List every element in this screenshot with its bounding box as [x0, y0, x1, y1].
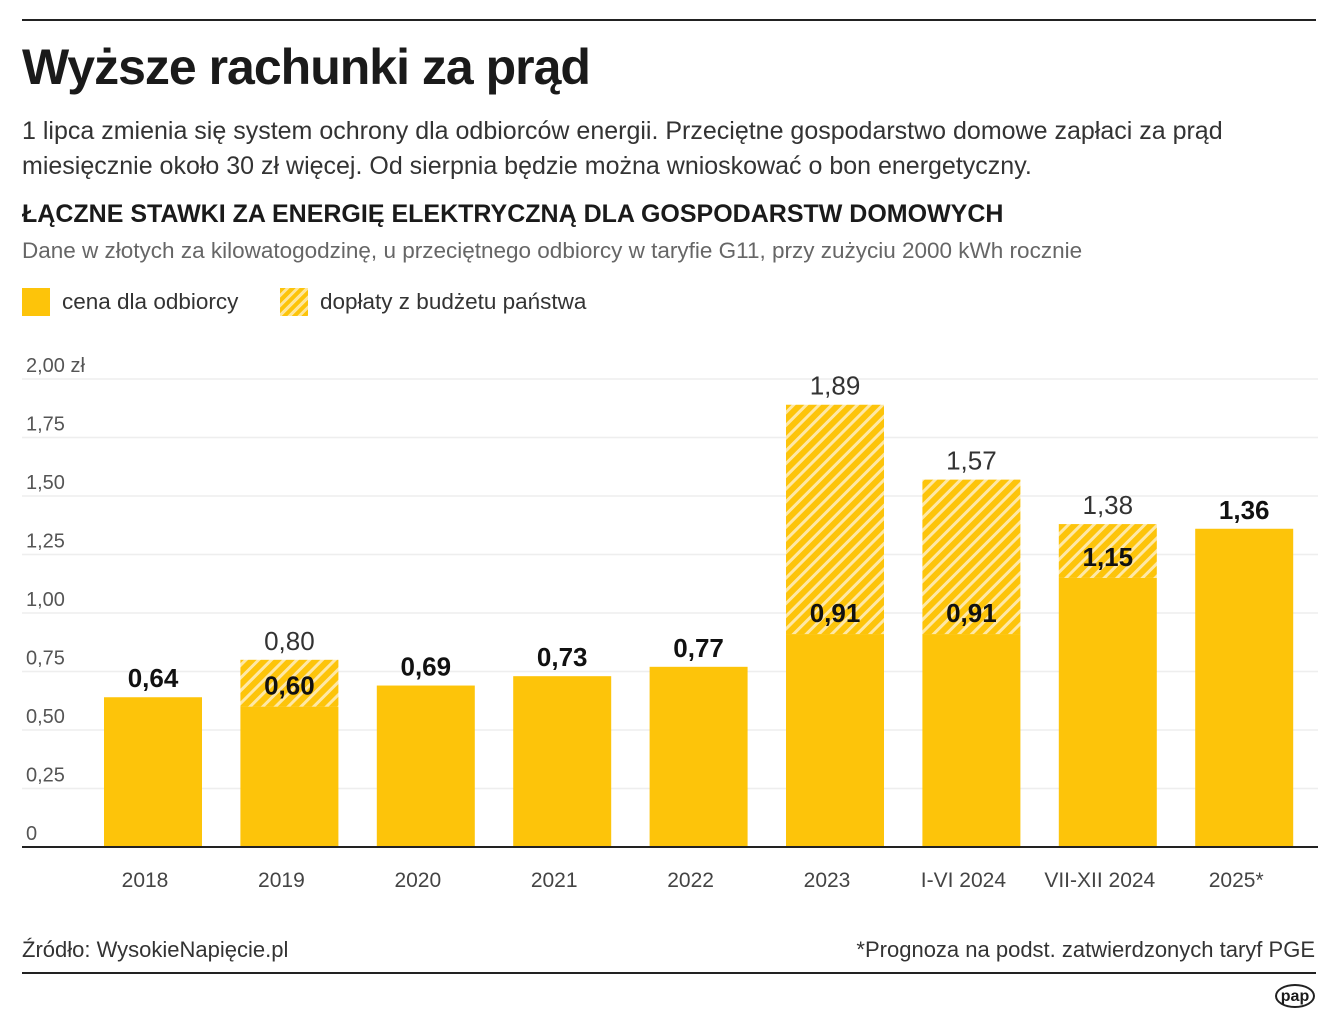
- total-label: 1,89: [810, 371, 861, 401]
- bar-subsidy: [240, 659, 339, 707]
- legend-swatch-solid: [22, 288, 50, 316]
- footnote: *Prognoza na podst. zatwierdzonych taryf…: [856, 937, 1315, 962]
- bar-price: [240, 706, 339, 847]
- bar-price: [376, 685, 475, 847]
- bar-subsidy: [922, 479, 1021, 635]
- top-rule: [22, 19, 1316, 21]
- bar-price: [649, 666, 748, 847]
- price-label: 0,73: [537, 642, 588, 672]
- bar-price: [513, 676, 612, 847]
- price-label: 0,64: [128, 663, 179, 693]
- price-label: 0,77: [673, 633, 724, 663]
- legend-swatch-hatched: [280, 288, 308, 316]
- price-label: 0,91: [946, 598, 997, 628]
- price-label: 1,15: [1082, 542, 1133, 572]
- y-tick-label: 0,25: [26, 765, 65, 787]
- lead-text: 1 lipca zmienia się system ochrony dla o…: [22, 117, 1223, 180]
- price-label: 1,36: [1219, 495, 1270, 525]
- y-tick-label: 1,50: [26, 472, 65, 494]
- x-tick-label: 2023: [804, 869, 851, 892]
- legend-item-price: cena dla odbiorcy: [22, 288, 238, 316]
- total-label: 1,57: [946, 446, 997, 476]
- bar-subsidy: [1058, 524, 1157, 578]
- legend-label: dopłaty z budżetu państwa: [320, 289, 587, 314]
- page-title: Wyższe rachunki za prąd: [22, 39, 591, 95]
- y-tick-label: 0: [26, 823, 37, 845]
- x-tick-label: 2020: [394, 869, 441, 892]
- chart-title: ŁĄCZNE STAWKI ZA ENERGIĘ ELEKTRYCZNĄ DLA…: [22, 200, 1004, 228]
- price-label: 0,69: [400, 652, 451, 682]
- x-tick-label: 2018: [122, 869, 169, 892]
- y-tick-label: 0,50: [26, 706, 65, 728]
- y-tick-label: 2,00 zł: [26, 355, 85, 377]
- total-label: 0,80: [264, 626, 315, 656]
- y-tick-label: 1,00: [26, 589, 65, 611]
- x-tick-label: 2019: [258, 869, 305, 892]
- y-tick-label: 0,75: [26, 648, 65, 670]
- price-label: 0,91: [810, 598, 861, 628]
- x-tick-label: 2022: [667, 869, 714, 892]
- bar-price: [786, 634, 884, 847]
- total-label: 1,38: [1082, 490, 1133, 520]
- bar-price: [1058, 577, 1157, 847]
- bar-price: [1195, 528, 1294, 847]
- x-tick-label: I-VI 2024: [921, 869, 1007, 892]
- legend-label: cena dla odbiorcy: [62, 289, 239, 314]
- y-tick-label: 1,25: [26, 531, 65, 553]
- source-text: Źródło: WysokieNapięcie.pl: [22, 937, 289, 962]
- price-label: 0,60: [264, 671, 315, 701]
- legend-item-subsidy: dopłaty z budżetu państwa: [280, 288, 586, 316]
- bar-subsidy: [786, 404, 884, 635]
- y-tick-label: 1,75: [26, 414, 65, 436]
- x-tick-label: 2021: [531, 869, 578, 892]
- bottom-rule: [22, 972, 1316, 974]
- x-tick-label: 2025*: [1209, 869, 1264, 892]
- pap-logo: pap: [1275, 984, 1315, 1008]
- x-tick-label: VII-XII 2024: [1044, 869, 1155, 892]
- bar-price: [922, 634, 1021, 847]
- bar-price: [104, 697, 202, 847]
- chart-subtitle: Dane w złotych za kilowatogodzinę, u prz…: [22, 238, 1083, 263]
